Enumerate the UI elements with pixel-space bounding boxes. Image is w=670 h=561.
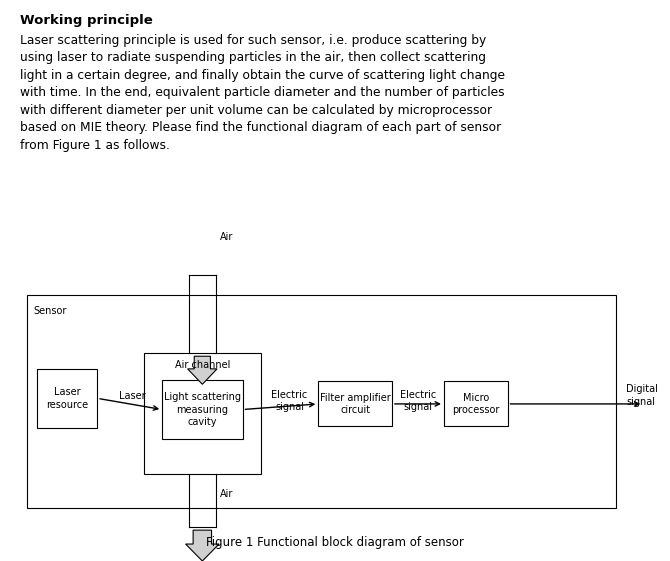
FancyBboxPatch shape: [144, 353, 261, 474]
FancyBboxPatch shape: [318, 381, 392, 426]
Text: Air: Air: [220, 232, 233, 242]
FancyBboxPatch shape: [444, 381, 508, 426]
Text: Laser scattering principle is used for such sensor, i.e. produce scattering by
u: Laser scattering principle is used for s…: [20, 34, 505, 151]
Text: Light scattering
measuring
cavity: Light scattering measuring cavity: [164, 392, 241, 427]
Text: Working principle: Working principle: [20, 14, 153, 27]
Text: Electric
signal: Electric signal: [400, 390, 436, 412]
Text: Laser: Laser: [119, 390, 145, 401]
Text: Laser
resource: Laser resource: [46, 387, 88, 410]
Polygon shape: [186, 530, 219, 561]
FancyBboxPatch shape: [162, 380, 243, 439]
FancyBboxPatch shape: [27, 295, 616, 508]
FancyBboxPatch shape: [37, 369, 97, 428]
Text: Micro
processor: Micro processor: [452, 393, 499, 415]
Text: Air: Air: [220, 489, 233, 499]
Text: Sensor: Sensor: [34, 306, 67, 316]
Text: Electric
signal: Electric signal: [271, 390, 308, 412]
Text: Digital
signal: Digital signal: [626, 384, 659, 407]
Text: Filter amplifier
circuit: Filter amplifier circuit: [320, 393, 391, 415]
Polygon shape: [188, 356, 217, 384]
Text: Air channel: Air channel: [175, 360, 230, 370]
Text: Figure 1 Functional block diagram of sensor: Figure 1 Functional block diagram of sen…: [206, 536, 464, 549]
